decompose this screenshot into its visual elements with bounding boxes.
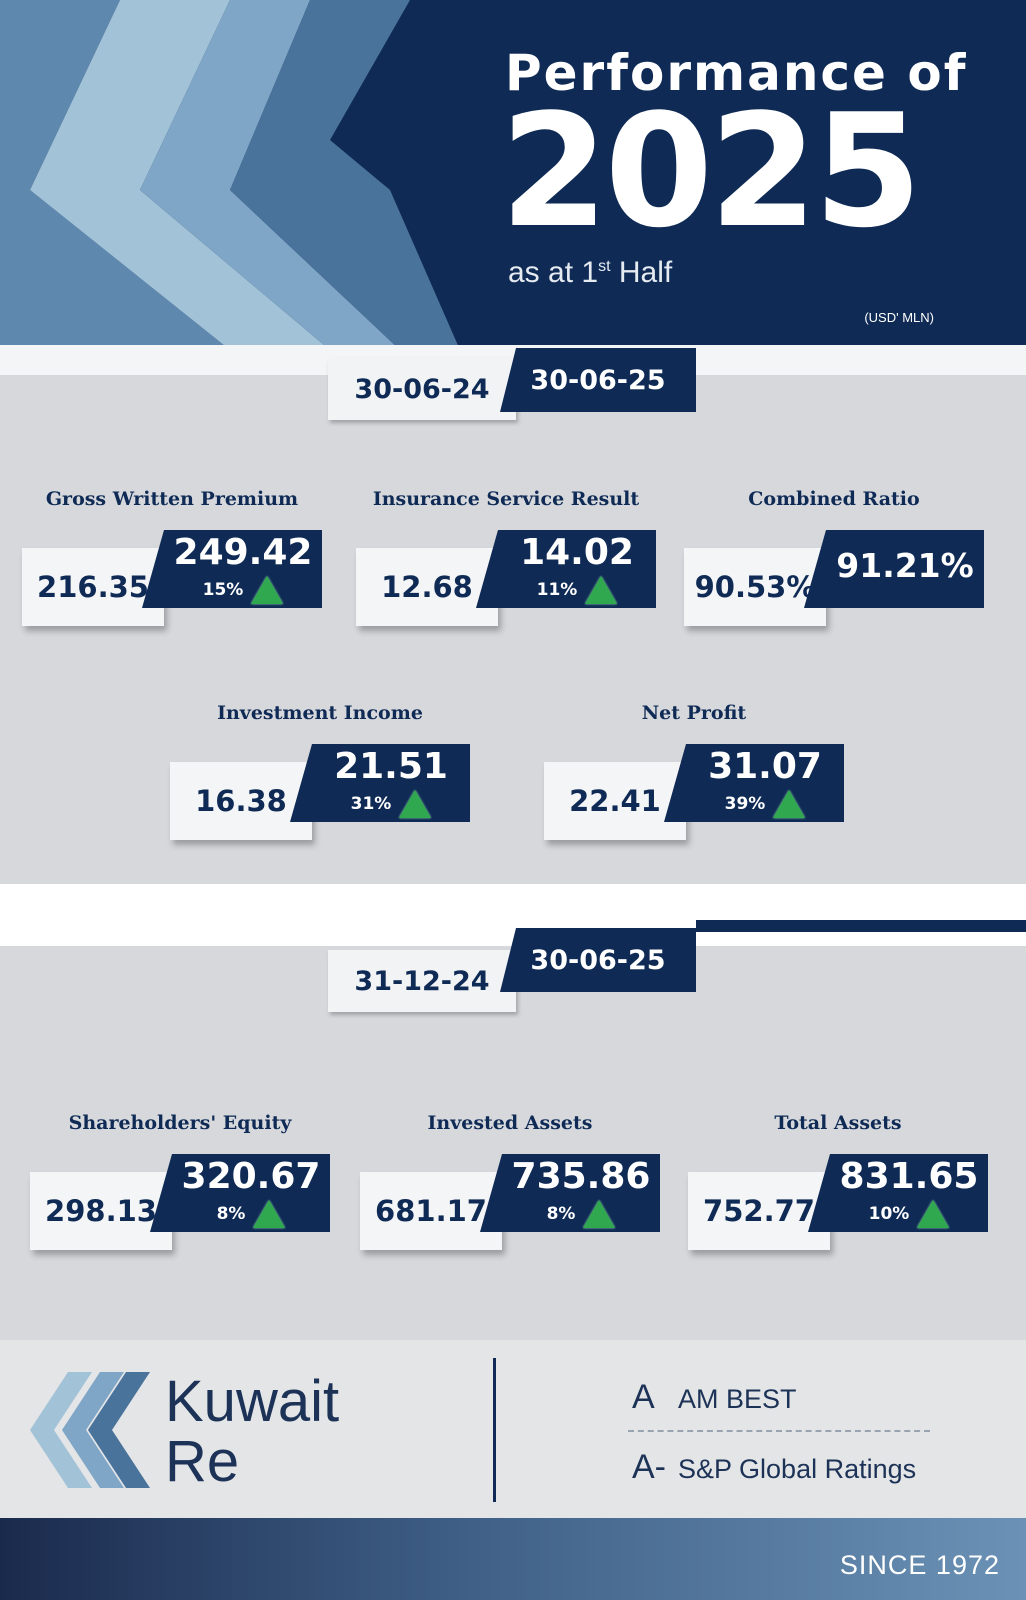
metric-insurance-service-result: Insurance Service Result 12.68 14.02 11% xyxy=(356,488,656,638)
metric-gross-written-premium: Gross Written Premium 216.35 249.42 15% xyxy=(22,488,322,638)
metric-change: 39% xyxy=(686,790,844,818)
metric-investment-income: Investment Income 16.38 21.51 31% xyxy=(170,702,470,852)
up-arrow-icon xyxy=(251,576,284,604)
section1-date-prev: 30-06-24 xyxy=(328,358,516,420)
metric-prev-value: 681.17 xyxy=(360,1172,502,1250)
metric-current-box: 320.67 8% xyxy=(150,1154,330,1232)
kuwait-re-chevron-logo xyxy=(30,1372,150,1488)
section2-band xyxy=(0,884,1026,946)
metric-label: Invested Assets xyxy=(427,1112,593,1134)
subtitle-post: Half xyxy=(610,256,673,289)
up-arrow-icon xyxy=(253,1200,286,1228)
subtitle-sup: st xyxy=(598,258,611,275)
metric-prev-value: 298.13 xyxy=(30,1172,172,1250)
rating-agency: AM BEST xyxy=(678,1384,797,1414)
metric-label: Gross Written Premium xyxy=(45,488,299,510)
metric-current-box: 831.65 10% xyxy=(808,1154,988,1232)
metric-change-value: 11% xyxy=(536,580,578,600)
section1-date-curr: 30-06-25 xyxy=(500,348,696,412)
metric-prev-value: 216.35 xyxy=(22,548,164,626)
metric-label: Total Assets xyxy=(774,1112,902,1134)
bottom-bar xyxy=(0,1518,1026,1600)
metric-change: 31% xyxy=(312,790,470,818)
brand-name-line2: Re xyxy=(165,1429,240,1494)
metric-change: 8% xyxy=(502,1200,660,1228)
section2-date-prev: 31-12-24 xyxy=(328,950,516,1012)
metric-change: 8% xyxy=(172,1200,330,1228)
metric-shareholders-equity: Shareholders' Equity 298.13 320.67 8% xyxy=(30,1112,330,1262)
metric-current-value: 831.65 xyxy=(839,1156,979,1197)
metric-label: Combined Ratio xyxy=(748,488,920,510)
rating-agency: S&P Global Ratings xyxy=(678,1454,917,1484)
metric-current-value: 91.21% xyxy=(836,546,974,585)
metric-current-value: 249.42 xyxy=(173,532,313,573)
metric-prev-value: 22.41 xyxy=(544,762,686,840)
metric-invested-assets: Invested Assets 681.17 735.86 8% xyxy=(360,1112,660,1262)
metric-change-value: 31% xyxy=(350,794,392,814)
metric-current-value: 735.86 xyxy=(511,1156,651,1197)
metric-current-box: 31.07 39% xyxy=(664,744,844,822)
metric-current-value: 14.02 xyxy=(520,532,634,573)
metric-change-value: 15% xyxy=(202,580,244,600)
up-arrow-icon xyxy=(917,1200,950,1228)
up-arrow-icon xyxy=(773,790,806,818)
metric-label: Shareholders' Equity xyxy=(68,1112,292,1134)
metric-current-value: 31.07 xyxy=(708,746,822,787)
rating-sp: A- S&P Global Ratings xyxy=(632,1448,916,1487)
metric-current-box: 91.21% xyxy=(804,530,984,608)
title-year: 2025 xyxy=(500,80,922,262)
footer-divider xyxy=(493,1358,496,1502)
up-arrow-icon xyxy=(585,576,618,604)
metric-combined-ratio: Combined Ratio 90.53% 91.21% xyxy=(684,488,984,638)
metric-net-profit: Net Profit 22.41 31.07 39% xyxy=(544,702,844,852)
rating-am-best: A AM BEST xyxy=(632,1378,797,1417)
metric-current-value: 21.51 xyxy=(334,746,448,787)
metric-change-value: 8% xyxy=(546,1204,576,1224)
brand-name-line1: Kuwait xyxy=(165,1369,340,1434)
unit-label: (USD' MLN) xyxy=(864,310,934,325)
rating-separator xyxy=(628,1430,930,1432)
header-banner: Performance of 2025 as at 1st Half (USD'… xyxy=(0,0,1026,350)
metric-prev-value: 16.38 xyxy=(170,762,312,840)
rating-grade: A xyxy=(632,1378,655,1416)
metric-current-box: 21.51 31% xyxy=(290,744,470,822)
metric-total-assets: Total Assets 752.77 831.65 10% xyxy=(688,1112,988,1262)
metric-label: Insurance Service Result xyxy=(372,488,640,510)
footer: Kuwait Re A AM BEST A- S&P Global Ratings xyxy=(0,1340,1026,1518)
metric-current-box: 735.86 8% xyxy=(480,1154,660,1232)
metric-change-value: 8% xyxy=(216,1204,246,1224)
metric-change-value: 10% xyxy=(868,1204,910,1224)
metric-current-box: 249.42 15% xyxy=(142,530,322,608)
chevron-decoration xyxy=(0,0,460,350)
subtitle: as at 1st Half xyxy=(508,256,672,290)
up-arrow-icon xyxy=(399,790,432,818)
metric-prev-value: 752.77 xyxy=(688,1172,830,1250)
metric-current-value: 320.67 xyxy=(181,1156,321,1197)
subtitle-pre: as at 1 xyxy=(508,256,599,289)
metric-prev-value: 90.53% xyxy=(684,548,826,626)
metric-change-value: 39% xyxy=(724,794,766,814)
metric-label: Investment Income xyxy=(217,702,423,724)
metric-change: 11% xyxy=(498,576,656,604)
title-line1: Performance of xyxy=(505,44,968,102)
section2-navy-line xyxy=(696,920,1026,932)
metric-prev-value: 12.68 xyxy=(356,548,498,626)
since-label: SINCE 1972 xyxy=(839,1550,1000,1580)
metric-change: 10% xyxy=(830,1200,988,1228)
metric-current-box: 14.02 11% xyxy=(476,530,656,608)
metric-change: 15% xyxy=(164,576,322,604)
metric-label: Net Profit xyxy=(641,702,747,724)
section2-date-curr: 30-06-25 xyxy=(500,928,696,992)
rating-grade: A- xyxy=(632,1448,666,1486)
up-arrow-icon xyxy=(583,1200,616,1228)
